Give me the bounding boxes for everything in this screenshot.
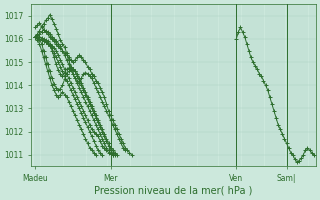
X-axis label: Pression niveau de la mer( hPa ): Pression niveau de la mer( hPa ) xyxy=(94,186,252,196)
